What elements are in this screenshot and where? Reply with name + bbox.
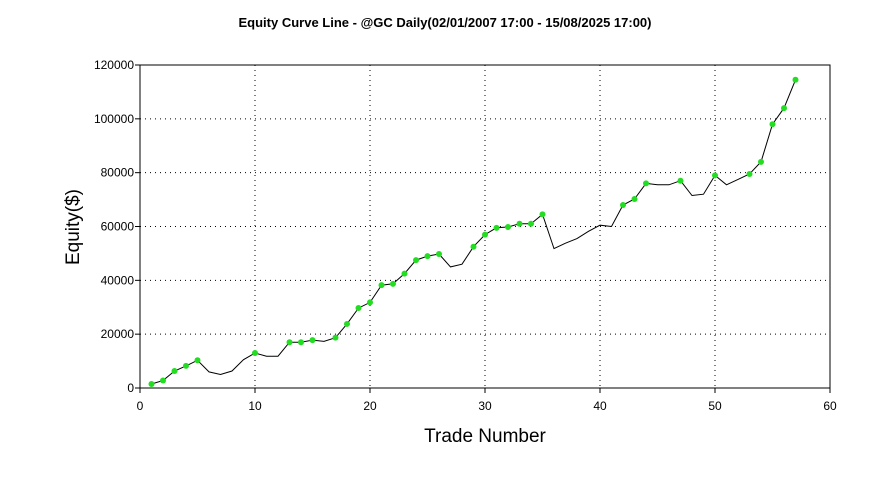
winning-trade-point xyxy=(631,196,638,203)
y-tick-label: 80000 xyxy=(101,166,135,180)
winning-trade-point xyxy=(792,76,799,83)
x-tick-label: 20 xyxy=(363,399,377,413)
y-axis-title: Equity($) xyxy=(63,189,84,265)
x-axis-title: Trade Number xyxy=(424,426,546,447)
winning-trade-point xyxy=(332,334,339,341)
winning-trade-point xyxy=(769,121,776,128)
winning-trade-point xyxy=(401,270,408,277)
x-tick-label: 50 xyxy=(708,399,722,413)
winning-trade-point xyxy=(390,280,396,287)
winning-trade-point xyxy=(505,224,511,231)
chart-title: Equity Curve Line - @GC Daily(02/01/2007… xyxy=(239,15,652,30)
winning-trade-point xyxy=(344,320,350,327)
winning-trade-point xyxy=(171,368,178,375)
winning-trade-point xyxy=(252,350,258,357)
winning-trade-point xyxy=(436,250,442,257)
winning-trade-point xyxy=(516,220,523,227)
x-tick-label: 10 xyxy=(248,399,262,413)
winning-trade-point xyxy=(298,339,304,346)
winning-trade-point xyxy=(286,339,293,346)
winning-trade-point xyxy=(781,105,787,112)
x-tick-label: 40 xyxy=(593,399,607,413)
x-tick-label: 0 xyxy=(137,399,144,413)
winning-trade-point xyxy=(620,201,626,208)
winning-trade-point xyxy=(367,299,373,306)
winning-trade-point xyxy=(677,177,684,184)
winning-trade-point xyxy=(643,180,649,187)
y-tick-label: 20000 xyxy=(101,327,135,341)
winning-trade-point xyxy=(378,282,385,289)
series-group xyxy=(148,76,799,387)
winning-trade-point xyxy=(413,257,419,264)
winning-trade-point xyxy=(183,362,189,369)
winning-trade-point xyxy=(528,220,534,227)
y-tick-label: 60000 xyxy=(101,220,135,234)
winning-trade-point xyxy=(746,171,753,178)
winning-trade-point xyxy=(493,224,500,231)
winning-trade-point xyxy=(194,357,201,364)
winning-trade-point xyxy=(470,243,477,250)
winning-trade-point xyxy=(355,305,362,312)
y-tick-label: 0 xyxy=(127,381,134,395)
x-tick-label: 30 xyxy=(478,399,492,413)
y-tick-label: 120000 xyxy=(94,58,134,72)
winning-trade-point xyxy=(160,377,166,384)
winning-trade-point xyxy=(712,172,718,179)
axis-ticks: 0 10 20 30 40 50 60 0 20000 40000 60000 80000 100000… xyxy=(94,58,837,413)
winning-trade-point xyxy=(424,253,431,260)
winning-trade-point xyxy=(148,380,155,387)
y-tick-label: 40000 xyxy=(101,273,135,287)
winning-trade-point xyxy=(482,231,488,238)
winning-trade-point xyxy=(758,158,764,165)
y-tick-label: 100000 xyxy=(94,112,134,126)
x-tick-label: 60 xyxy=(823,399,837,413)
winning-trade-point xyxy=(309,337,316,344)
winning-trade-point xyxy=(539,211,546,218)
